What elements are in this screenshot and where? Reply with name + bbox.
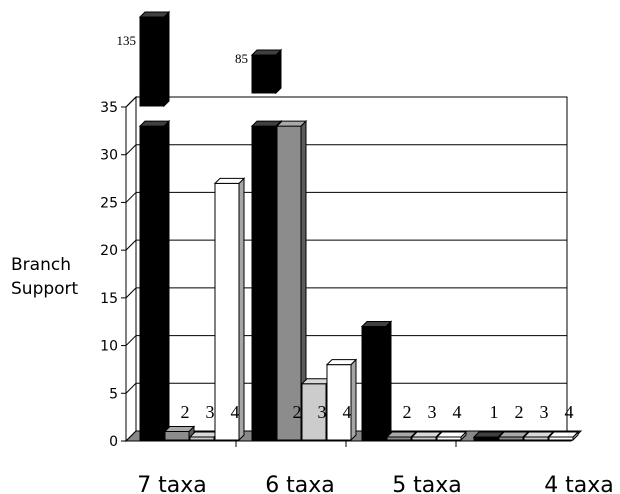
- bar-top: [547, 431, 580, 438]
- gridline-slant: [125, 382, 137, 394]
- bar-top: [360, 320, 393, 327]
- bar-top: [250, 49, 283, 56]
- bar-index-label: 2: [403, 402, 412, 422]
- bar-top: [138, 120, 171, 127]
- x-category-label: 6 taxa: [265, 473, 335, 494]
- bar-index-label: 3: [318, 402, 327, 422]
- x-category-label: 5 taxa: [392, 473, 462, 494]
- bar-front: [361, 325, 387, 441]
- bar-top: [325, 359, 358, 366]
- bar-index-label: 4: [343, 402, 352, 422]
- gridline-slant: [125, 192, 137, 203]
- bar-index-label: 1: [490, 402, 499, 422]
- bar-front: [276, 125, 302, 441]
- gridline-slant: [125, 335, 137, 346]
- overflow-value-label: 135: [117, 33, 137, 48]
- bar-side: [385, 320, 392, 442]
- y-axis-label: Branch Support: [11, 255, 79, 299]
- bar-top: [163, 425, 196, 432]
- bar-top: [497, 431, 530, 438]
- bar-side: [163, 119, 170, 442]
- gridline-slant: [125, 96, 137, 108]
- y-tick-label: 10: [100, 339, 118, 355]
- x-category-label: 7 taxa: [137, 473, 207, 494]
- bar-front: [164, 430, 190, 441]
- y-tick-label: 20: [100, 243, 118, 259]
- bar: [360, 320, 393, 442]
- bars: [138, 10, 580, 442]
- bar-front: [251, 125, 277, 441]
- y-tick-label: 25: [100, 195, 118, 211]
- axes: 0 5 10 15 20 25 30 35 7 taxa 6 taxa 5 taxa 4 taxa: [100, 100, 614, 494]
- x-category-label: 4 taxa: [544, 473, 614, 494]
- bar-front: [139, 125, 165, 441]
- bar-index-label: 2: [181, 402, 190, 422]
- bar-index-label: 4: [453, 402, 462, 422]
- bar: [188, 430, 221, 442]
- bar: [250, 48, 283, 95]
- y-tick-label: 35: [100, 100, 118, 116]
- bar: [138, 119, 171, 442]
- side-wall: [125, 95, 137, 443]
- y-tick-label: 15: [100, 291, 118, 307]
- bar: [325, 358, 358, 442]
- y-tick-label: 5: [109, 386, 118, 402]
- bar-side: [238, 177, 245, 442]
- overflow-value-label: 85: [235, 51, 248, 66]
- gridline-slant: [125, 287, 137, 299]
- bar-top: [435, 431, 468, 438]
- bar-index-label: 3: [428, 402, 437, 422]
- bar-index-label: 4: [231, 402, 240, 422]
- bar-top: [250, 120, 283, 127]
- bar: [435, 430, 468, 442]
- y-tick-label: 0: [109, 434, 118, 450]
- bar-side: [275, 48, 282, 95]
- bar-front: [251, 54, 277, 94]
- bar-top: [138, 11, 171, 18]
- bar-top: [472, 431, 505, 438]
- bar-index-label: 4: [565, 402, 574, 422]
- bar: [547, 430, 580, 442]
- bar-index-label: 3: [540, 402, 549, 422]
- bar-index-label: 2: [293, 402, 302, 422]
- bar-front: [214, 182, 240, 441]
- bar: [275, 119, 308, 442]
- bar-top: [385, 431, 418, 438]
- bar-index-label: 2: [515, 402, 524, 422]
- bar: [213, 177, 246, 442]
- bar-front: [139, 16, 165, 107]
- bar-top: [275, 120, 308, 127]
- bar: [138, 10, 171, 108]
- gridline-slant: [125, 239, 137, 251]
- bar-front: [301, 383, 327, 441]
- bar-top: [522, 431, 555, 438]
- bar-top: [410, 431, 443, 438]
- gridline-slant: [125, 144, 137, 156]
- bar-side: [350, 358, 357, 442]
- y-tick-label: 30: [100, 148, 118, 164]
- bar-index-label: 3: [206, 402, 215, 422]
- bar-top: [213, 177, 246, 184]
- bar-side: [163, 10, 170, 108]
